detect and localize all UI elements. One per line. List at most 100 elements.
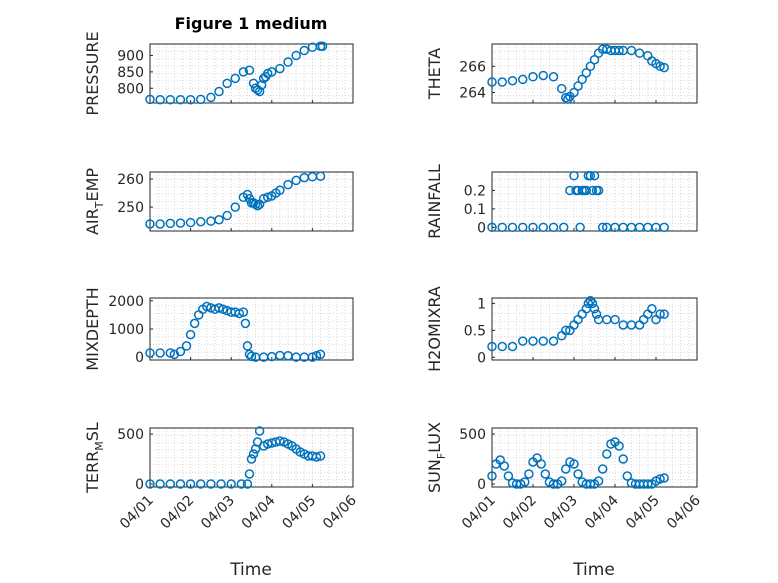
- data-point: [548, 336, 559, 346]
- data-point: [507, 341, 518, 352]
- data-point: [254, 426, 265, 436]
- y-tick-label: 0: [477, 350, 486, 366]
- data-point: [524, 469, 534, 479]
- data-point: [236, 479, 247, 489]
- data-point: [155, 348, 165, 358]
- data-point: [175, 479, 186, 489]
- data-point: [185, 217, 196, 228]
- subplot-5: 0 1000 2000 MIXDEPTH: [83, 287, 354, 371]
- data-point: [622, 471, 633, 481]
- subplot-3: 250 260 AIRTEMP: [83, 168, 354, 235]
- data-point: [618, 222, 628, 233]
- subplot-6: 0 0.5 1 H2OMIXRA: [425, 286, 698, 372]
- y-tick-label: 0: [477, 477, 486, 493]
- data-point: [258, 193, 269, 204]
- data-point: [497, 222, 507, 233]
- data-point: [626, 222, 637, 233]
- data-point: [155, 94, 165, 105]
- data-point: [181, 341, 192, 351]
- data-point: [577, 74, 587, 85]
- y-tick-label: 0: [135, 350, 144, 366]
- y-axis-label: SUNFLUX: [425, 422, 448, 493]
- y-tick-label: 0: [477, 220, 486, 236]
- y-axis-label-rest: EMP: [83, 168, 102, 202]
- y-axis-label-main: PRESSURE: [83, 31, 102, 115]
- y-axis-label-subscript: M: [93, 441, 106, 451]
- data-point: [155, 479, 165, 489]
- y-axis-label: PRESSURE: [83, 31, 102, 115]
- y-axis-label: THETA: [425, 48, 444, 100]
- data-point: [165, 479, 176, 489]
- data-point: [614, 441, 624, 451]
- data-point: [573, 314, 583, 325]
- data-point: [487, 77, 497, 87]
- data-point: [315, 451, 326, 461]
- data-point: [155, 219, 165, 229]
- data-point: [593, 185, 604, 196]
- x-tick-label: 04/02: [500, 493, 540, 533]
- data-point: [262, 192, 273, 203]
- data-point: [589, 304, 600, 314]
- data-point: [244, 469, 255, 479]
- data-point: [165, 94, 176, 105]
- data-point: [626, 45, 637, 56]
- data-point: [655, 61, 665, 72]
- y-tick-label: 264: [459, 86, 486, 102]
- data-point: [548, 222, 559, 233]
- data-point: [230, 73, 241, 84]
- y-tick-label: 260: [117, 172, 144, 188]
- data-point: [185, 329, 196, 340]
- y-axis-label-main: H2OMIXRA: [425, 286, 444, 372]
- y-axis-label: RAINFALL: [425, 164, 444, 239]
- data-point: [528, 336, 538, 346]
- y-tick-label: 0.5: [464, 323, 486, 339]
- y-axis-label-main: MIXDEPTH: [83, 287, 102, 370]
- data-point: [518, 222, 528, 233]
- data-point: [214, 86, 224, 97]
- data-point: [583, 298, 594, 309]
- y-tick-label: 0.2: [464, 183, 486, 199]
- x-tick-label: 04/04: [239, 492, 279, 532]
- data-point: [145, 348, 155, 358]
- data-point: [499, 461, 510, 471]
- data-point: [597, 222, 608, 233]
- data-point: [573, 469, 583, 479]
- data-point: [226, 479, 236, 489]
- data-point: [214, 303, 224, 313]
- y-axis-label-main: SUN: [425, 459, 444, 493]
- data-point: [556, 330, 567, 341]
- y-axis-label-rest: SL: [83, 422, 102, 441]
- y-tick-label: 250: [117, 200, 144, 216]
- data-point: [528, 72, 538, 82]
- x-tick-label: 04/03: [541, 493, 581, 533]
- data-point: [581, 68, 592, 78]
- y-tick-label: 2000: [108, 294, 144, 310]
- data-point: [252, 200, 263, 211]
- x-tick-label: 04/05: [279, 493, 319, 533]
- data-point: [561, 464, 571, 474]
- data-point: [593, 476, 604, 486]
- data-point: [175, 94, 186, 105]
- data-point: [175, 218, 186, 228]
- figure-title: Figure 1 medium: [175, 14, 328, 33]
- data-point: [218, 304, 228, 315]
- data-point: [256, 80, 267, 90]
- data-point: [556, 476, 567, 486]
- data-point: [540, 469, 551, 479]
- y-tick-label: 0: [135, 477, 144, 493]
- data-point: [589, 170, 600, 181]
- data-point: [643, 479, 653, 489]
- data-point: [165, 218, 176, 229]
- data-point: [561, 325, 571, 336]
- data-point: [528, 222, 538, 233]
- data-point: [563, 94, 573, 104]
- axes-box: [149, 43, 354, 104]
- data-point: [573, 81, 583, 91]
- data-point: [585, 295, 596, 306]
- data-point: [497, 77, 507, 87]
- y-tick-label: 0.1: [464, 202, 486, 218]
- x-tick-label: 04/05: [623, 493, 663, 533]
